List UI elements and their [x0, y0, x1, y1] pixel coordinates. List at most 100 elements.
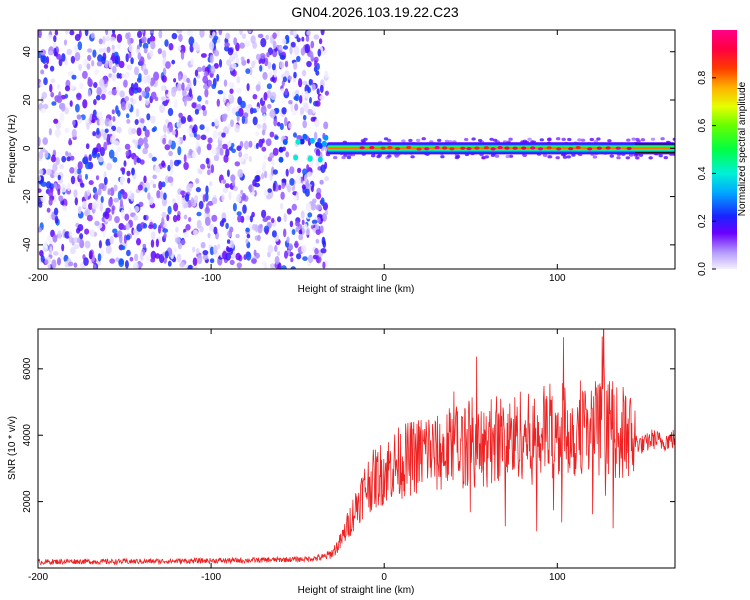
noise-blob	[186, 77, 191, 84]
noise-blob	[237, 168, 244, 178]
noise-blob	[38, 175, 42, 181]
noise-blob	[299, 107, 305, 114]
noise-blob	[38, 188, 42, 193]
noise-blob	[143, 214, 147, 221]
band-halo	[548, 155, 553, 159]
noise-blob	[48, 198, 53, 206]
noise-blob	[192, 266, 199, 269]
noise-blob	[192, 127, 196, 134]
noise-blob	[74, 44, 78, 53]
noise-blob	[188, 88, 193, 97]
noise-blob	[251, 108, 258, 114]
noise-blob	[171, 130, 176, 136]
band-peak	[466, 147, 472, 151]
noise-blob	[40, 49, 46, 56]
band-halo	[542, 153, 548, 157]
noise-blob	[213, 118, 220, 127]
band-halo	[672, 137, 675, 141]
x-tick-label: -200	[28, 273, 48, 284]
noise-blob	[66, 182, 71, 192]
noise-blob	[107, 90, 113, 95]
band-halo	[663, 156, 668, 160]
noise-blob	[262, 122, 267, 132]
noise-blob	[246, 83, 250, 92]
noise-blob	[211, 121, 215, 127]
noise-blob	[314, 118, 320, 128]
snr-y-axis: 2000 4000 6000	[22, 357, 675, 513]
noise-blob	[137, 262, 144, 267]
onset-blob	[302, 133, 308, 140]
noise-blob	[198, 169, 203, 175]
noise-blob	[50, 155, 57, 163]
noise-blob	[61, 155, 67, 163]
noise-blob	[302, 80, 308, 86]
noise-blob	[86, 122, 90, 130]
noise-blob	[104, 212, 110, 220]
noise-blob	[237, 215, 242, 223]
noise-blob	[193, 77, 197, 87]
noise-blob	[294, 103, 299, 111]
noise-blob	[72, 119, 76, 126]
noise-blob	[286, 208, 292, 215]
noise-blob	[167, 176, 174, 183]
noise-blob	[177, 74, 182, 82]
band-halo	[410, 155, 415, 159]
noise-blob	[57, 257, 61, 266]
noise-blob	[304, 188, 310, 197]
band-peak	[530, 146, 536, 150]
noise-blob	[186, 83, 190, 92]
noise-blob	[191, 151, 197, 159]
noise-blob	[296, 253, 302, 260]
noise-blob	[108, 197, 113, 207]
noise-blob	[267, 188, 273, 193]
noise-blob	[176, 253, 182, 263]
noise-blob	[167, 107, 174, 117]
noise-blob	[120, 167, 126, 172]
noise-blob	[279, 54, 286, 60]
noise-blob	[286, 236, 290, 244]
noise-blob	[93, 82, 98, 88]
noise-blob	[117, 230, 123, 238]
noise-blob	[97, 253, 102, 262]
noise-blob	[99, 117, 105, 127]
noise-blob	[119, 90, 125, 98]
band-peak	[369, 146, 375, 150]
noise-blob	[306, 60, 312, 68]
noise-blob	[160, 96, 166, 102]
noise-blob	[167, 164, 171, 172]
noise-blob	[125, 101, 131, 110]
noise-blob	[217, 243, 221, 250]
noise-blob	[77, 206, 82, 215]
noise-blob	[257, 33, 264, 39]
band-halo	[477, 138, 483, 143]
noise-blob	[248, 103, 252, 109]
band-halo	[589, 137, 594, 142]
noise-blob	[50, 78, 56, 84]
noise-blob	[183, 202, 189, 209]
noise-blob	[87, 78, 93, 87]
noise-blob	[200, 53, 207, 58]
noise-blob	[229, 247, 234, 255]
noise-blob	[108, 73, 113, 78]
band-peak	[490, 147, 496, 151]
noise-blob	[311, 84, 316, 91]
noise-blob	[123, 160, 127, 167]
noise-blob	[96, 118, 101, 126]
noise-blob	[226, 169, 230, 177]
noise-blob	[174, 128, 179, 138]
noise-blob	[321, 236, 326, 246]
band-halo	[481, 156, 486, 160]
noise-blob	[173, 202, 179, 212]
noise-blob	[187, 30, 192, 36]
noise-blob	[280, 88, 285, 94]
noise-blob	[109, 258, 116, 264]
band-halo	[416, 138, 421, 142]
noise-blob	[226, 59, 232, 66]
band-halo	[561, 137, 566, 141]
noise-blob	[246, 233, 251, 239]
noise-blob	[248, 30, 252, 34]
band-halo	[609, 154, 614, 158]
noise-blob	[213, 244, 218, 255]
noise-blob	[154, 165, 160, 173]
snr-series	[38, 329, 675, 566]
